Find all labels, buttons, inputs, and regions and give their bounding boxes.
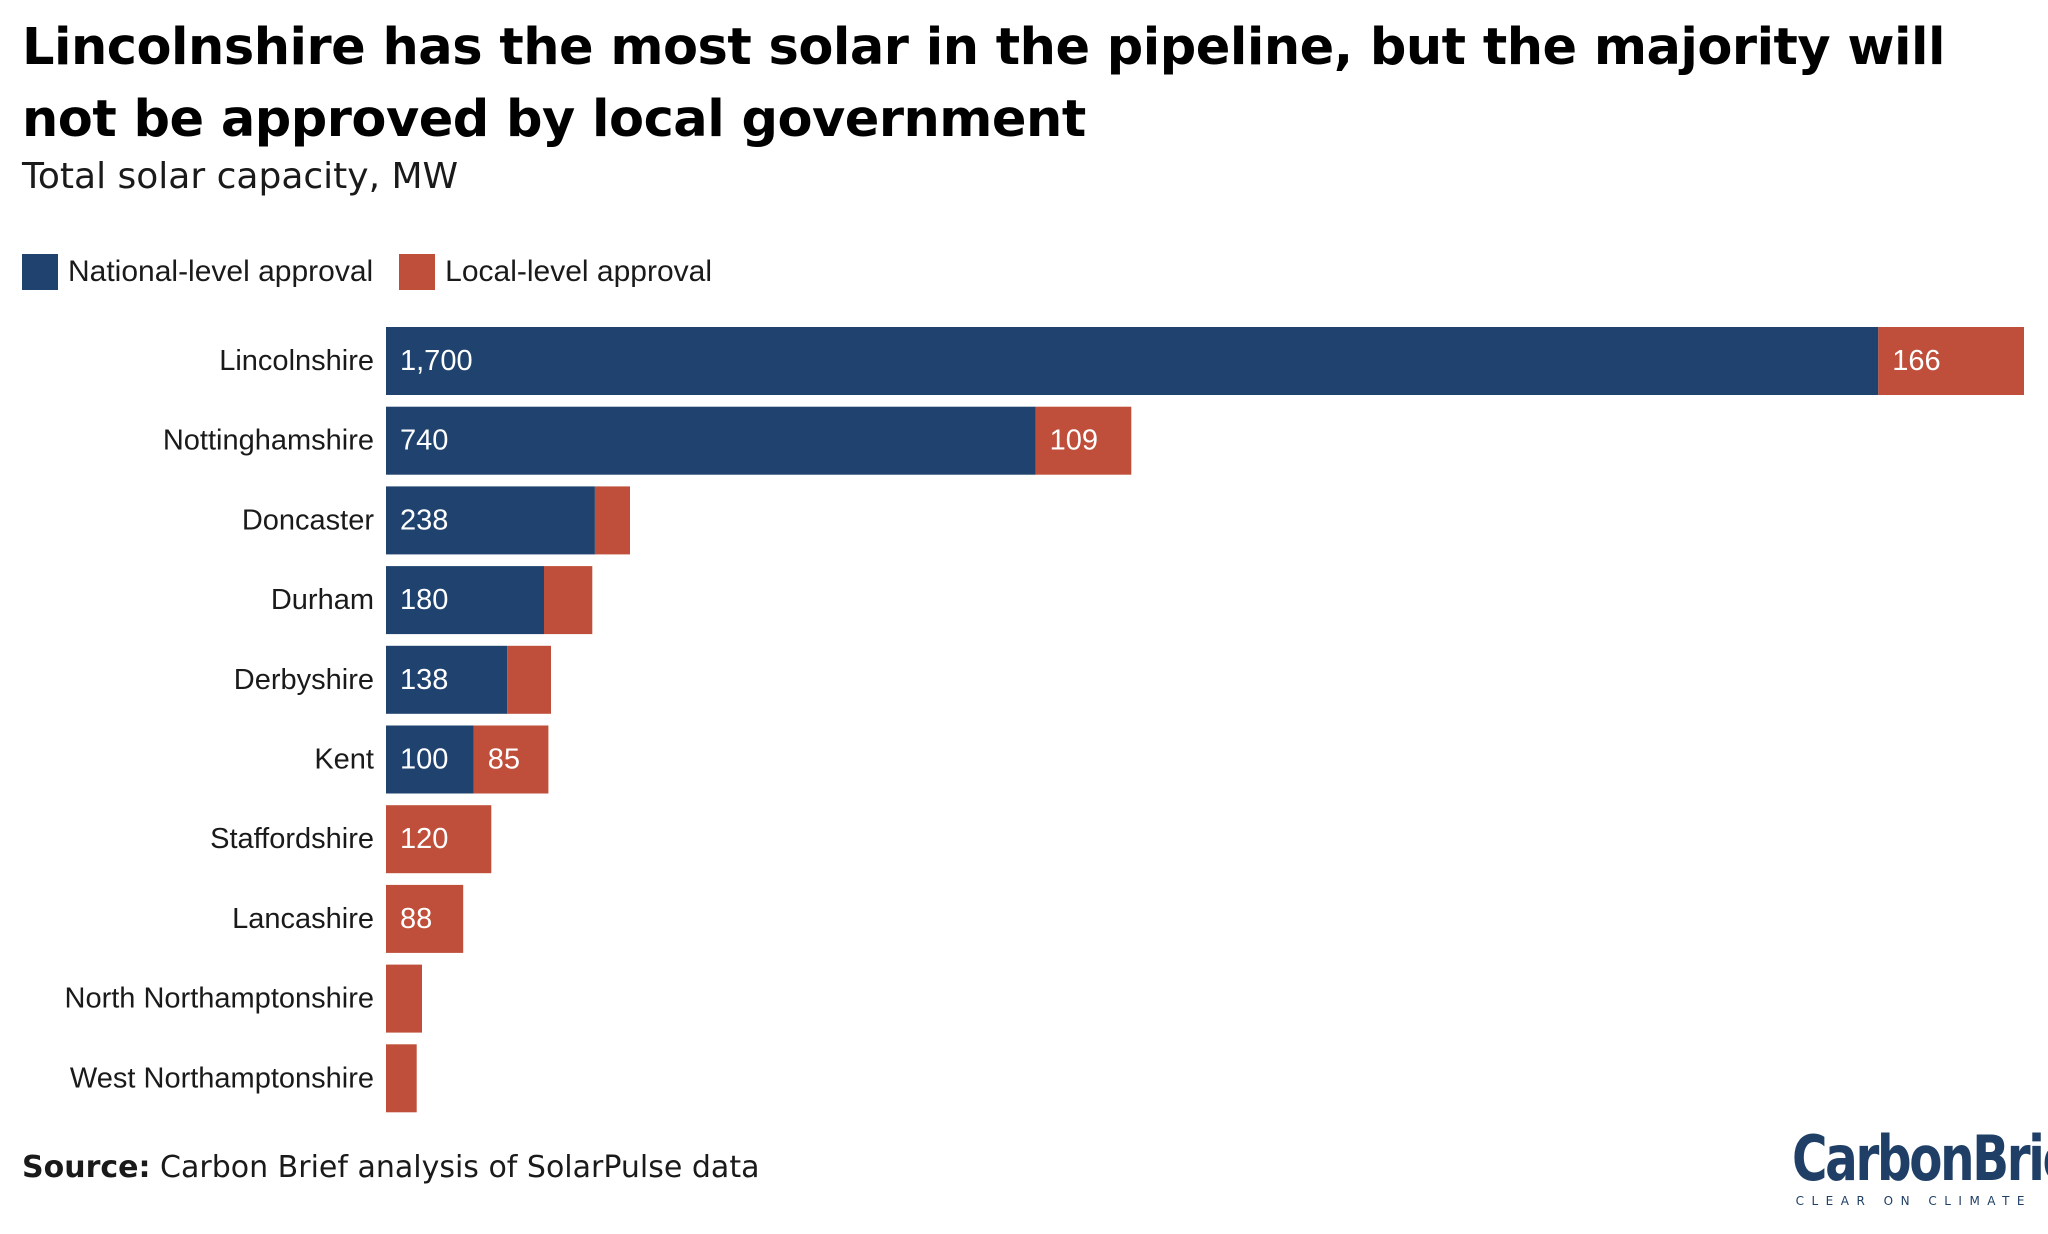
bar-local-doncaster [594, 486, 630, 555]
chart-subtitle: Total solar capacity, MW [22, 156, 459, 197]
category-label-lancashire: Lancashire [232, 903, 374, 935]
legend: National-level approval Local-level appr… [22, 254, 738, 290]
data-label-local-staffordshire: 120 [400, 823, 448, 855]
bar-national-derbyshire [386, 645, 508, 714]
source-note: Source: Carbon Brief analysis of SolarPu… [22, 1148, 759, 1188]
category-label-nottinghamshire: Nottinghamshire [163, 425, 374, 457]
data-label-local-lincolnshire: 166 [1892, 345, 1940, 377]
category-label-derbyshire: Derbyshire [234, 664, 374, 696]
bar-local-durham [544, 566, 593, 635]
logo-tagline: CLEAR ON CLIMATE [1795, 1194, 2032, 1208]
legend-item-national: National-level approval [22, 254, 373, 290]
bar-local-lincolnshire [1878, 327, 2024, 395]
bar-local-derbyshire [507, 645, 551, 714]
legend-swatch-national [22, 254, 58, 290]
category-label-lincolnshire: Lincolnshire [219, 345, 374, 377]
data-label-national-lincolnshire: 1,700 [400, 345, 473, 377]
bar-national-kent [386, 725, 474, 794]
bar-local-north-northamptonshire [386, 964, 422, 1033]
source-text: Carbon Brief analysis of SolarPulse data [150, 1150, 760, 1185]
bar-local-lancashire [386, 884, 464, 953]
bar-local-west-northamptonshire [386, 1044, 417, 1113]
category-label-staffordshire: Staffordshire [210, 823, 374, 855]
bar-local-kent [473, 725, 549, 794]
legend-label-national: National-level approval [68, 255, 374, 288]
category-label-durham: Durham [271, 584, 374, 616]
data-label-national-doncaster: 238 [400, 504, 448, 536]
bar-national-lincolnshire [386, 327, 1879, 395]
category-label-north-northamptonshire: North Northamptonshire [65, 983, 374, 1015]
legend-item-local: Local-level approval [399, 254, 712, 290]
data-label-local-lancashire: 88 [400, 903, 432, 935]
bar-national-durham [386, 566, 544, 635]
bar-national-doncaster [386, 486, 595, 555]
category-label-west-northamptonshire: West Northamptonshire [70, 1062, 374, 1094]
data-label-local-kent: 85 [488, 744, 520, 776]
legend-swatch-local [399, 254, 436, 290]
legend-label-local: Local-level approval [445, 255, 712, 288]
data-label-national-nottinghamshire: 740 [400, 425, 448, 457]
data-label-national-derbyshire: 138 [400, 664, 448, 696]
bar-chart: Lincolnshire 1,700 166 Nottinghamshire 740 10… [65, 327, 2024, 1113]
data-label-national-durham: 180 [400, 584, 448, 616]
bar-national-nottinghamshire [386, 406, 1036, 475]
source-label: Source: [22, 1150, 151, 1185]
chart-title: Lincolnshire has the most solar in the p… [22, 18, 1946, 149]
data-label-national-kent: 100 [400, 744, 448, 776]
category-label-doncaster: Doncaster [242, 504, 375, 536]
bar-local-nottinghamshire [1035, 406, 1132, 475]
data-label-local-nottinghamshire: 109 [1050, 425, 1098, 457]
bar-local-staffordshire [386, 805, 492, 874]
category-label-kent: Kent [314, 744, 374, 776]
